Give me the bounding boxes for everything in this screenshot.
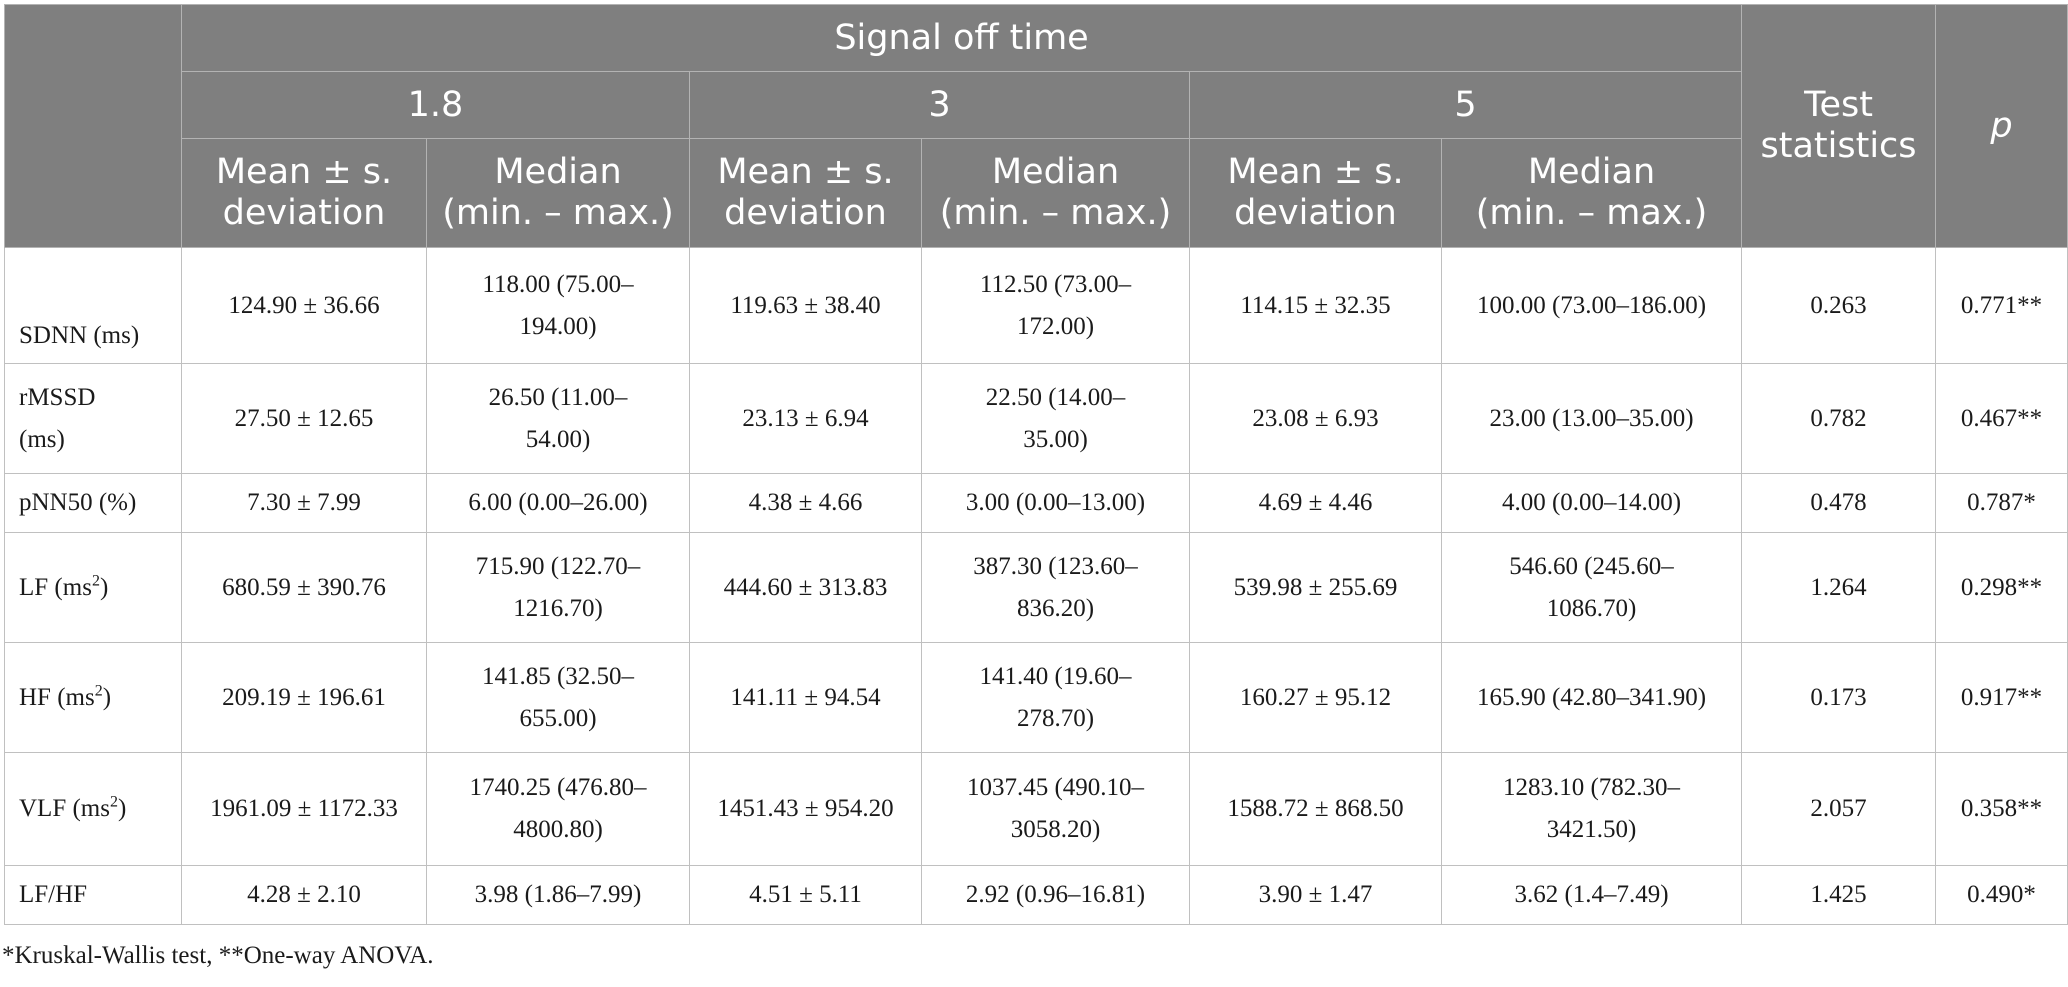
cell-median-range: 387.30 (123.60– 836.20): [921, 532, 1190, 643]
cell-mean-sd: 141.11 ± 94.54: [689, 642, 922, 753]
row-label: SDNN (ms): [4, 247, 182, 364]
table-footnote: *Kruskal-Wallis test, **One-way ANOVA.: [2, 942, 434, 969]
cell-test-statistic: 1.264: [1741, 532, 1937, 643]
header-group-3: 3: [689, 71, 1190, 139]
cell-median-range: 23.00 (13.00–35.00): [1440, 363, 1743, 474]
cell-p-value: 0.467**: [1935, 363, 2068, 474]
cell-median-range: 4.00 (0.00–14.00): [1440, 473, 1743, 533]
cell-median-range: 26.50 (11.00– 54.00): [426, 363, 690, 474]
header-group-5: 5: [1188, 71, 1743, 139]
cell-median-range: 2.92 (0.96–16.81): [921, 865, 1190, 925]
cell-test-statistic: 2.057: [1741, 752, 1937, 866]
row-label: HF (ms2): [4, 642, 182, 753]
cell-mean-sd: 1588.72 ± 868.50: [1189, 752, 1442, 866]
cell-p-value: 0.917**: [1935, 642, 2068, 753]
header-mean-sd: Mean ± s. deviation: [1189, 138, 1442, 248]
cell-mean-sd: 1961.09 ± 1172.33: [181, 752, 427, 866]
cell-median-range: 22.50 (14.00– 35.00): [921, 363, 1190, 474]
table-row: pNN50 (%) 7.30 ± 7.99 6.00 (0.00–26.00) …: [4, 473, 2068, 533]
hrv-results-table: Signal off time Test statistics p 1.8 3 5…: [4, 4, 2068, 925]
cell-test-statistic: 0.478: [1741, 473, 1937, 533]
header-median-range: Median (min. – max.): [426, 138, 690, 248]
row-label: LF (ms2): [4, 532, 182, 643]
header-signal-off-time: Signal off time: [180, 4, 1743, 72]
cell-mean-sd: 23.08 ± 6.93: [1189, 363, 1442, 474]
header-mean-sd: Mean ± s. deviation: [689, 138, 922, 248]
cell-median-range: 1037.45 (490.10– 3058.20): [921, 752, 1190, 866]
row-label: VLF (ms2): [4, 752, 182, 866]
cell-mean-sd: 539.98 ± 255.69: [1189, 532, 1442, 643]
cell-mean-sd: 114.15 ± 32.35: [1189, 247, 1442, 364]
cell-median-range: 118.00 (75.00– 194.00): [426, 247, 690, 364]
cell-test-statistic: 0.173: [1741, 642, 1937, 753]
cell-test-statistic: 0.263: [1741, 247, 1937, 364]
table-row: HF (ms2) 209.19 ± 196.61 141.85 (32.50– 6…: [4, 642, 2068, 753]
cell-mean-sd: 7.30 ± 7.99: [181, 473, 427, 533]
cell-mean-sd: 27.50 ± 12.65: [181, 363, 427, 474]
cell-test-statistic: 0.782: [1741, 363, 1937, 474]
row-label: pNN50 (%): [4, 473, 182, 533]
cell-median-range: 165.90 (42.80–341.90): [1440, 642, 1743, 753]
cell-mean-sd: 4.51 ± 5.11: [689, 865, 922, 925]
cell-median-range: 546.60 (245.60– 1086.70): [1440, 532, 1743, 643]
cell-mean-sd: 4.38 ± 4.66: [689, 473, 922, 533]
cell-median-range: 100.00 (73.00–186.00): [1440, 247, 1743, 364]
header-mean-sd: Mean ± s. deviation: [181, 138, 427, 248]
table-row: LF (ms2) 680.59 ± 390.76 715.90 (122.70–…: [4, 532, 2068, 643]
cell-median-range: 112.50 (73.00– 172.00): [921, 247, 1190, 364]
cell-mean-sd: 124.90 ± 36.66: [181, 247, 427, 364]
header-median-range: Median (min. – max.): [1440, 138, 1743, 248]
cell-median-range: 141.85 (32.50– 655.00): [426, 642, 690, 753]
cell-mean-sd: 209.19 ± 196.61: [181, 642, 427, 753]
header-p-value: p: [1935, 4, 2068, 248]
row-label: rMSSD (ms): [4, 363, 182, 474]
cell-p-value: 0.358**: [1935, 752, 2068, 866]
cell-p-value: 0.298**: [1935, 532, 2068, 643]
cell-mean-sd: 119.63 ± 38.40: [689, 247, 922, 364]
header-test-statistics: Test statistics: [1741, 4, 1937, 248]
table-row: VLF (ms2) 1961.09 ± 1172.33 1740.25 (476…: [4, 752, 2068, 866]
cell-median-range: 3.00 (0.00–13.00): [921, 473, 1190, 533]
cell-p-value: 0.787*: [1935, 473, 2068, 533]
cell-mean-sd: 1451.43 ± 954.20: [689, 752, 922, 866]
cell-mean-sd: 444.60 ± 313.83: [689, 532, 922, 643]
cell-p-value: 0.490*: [1935, 865, 2068, 925]
cell-median-range: 6.00 (0.00–26.00): [426, 473, 690, 533]
cell-mean-sd: 160.27 ± 95.12: [1189, 642, 1442, 753]
header-median-range: Median (min. – max.): [921, 138, 1190, 248]
cell-median-range: 3.98 (1.86–7.99): [426, 865, 690, 925]
header-corner-cell: [4, 4, 182, 248]
table-row: LF/HF 4.28 ± 2.10 3.98 (1.86–7.99) 4.51 …: [4, 865, 2068, 925]
cell-median-range: 715.90 (122.70– 1216.70): [426, 532, 690, 643]
cell-median-range: 1283.10 (782.30– 3421.50): [1440, 752, 1743, 866]
cell-median-range: 3.62 (1.4–7.49): [1440, 865, 1743, 925]
cell-mean-sd: 4.28 ± 2.10: [181, 865, 427, 925]
cell-test-statistic: 1.425: [1741, 865, 1937, 925]
cell-median-range: 141.40 (19.60– 278.70): [921, 642, 1190, 753]
table-row: SDNN (ms) 124.90 ± 36.66 118.00 (75.00– 1…: [4, 247, 2068, 364]
cell-mean-sd: 3.90 ± 1.47: [1189, 865, 1442, 925]
cell-p-value: 0.771**: [1935, 247, 2068, 364]
cell-mean-sd: 4.69 ± 4.46: [1189, 473, 1442, 533]
table-row: rMSSD (ms) 27.50 ± 12.65 26.50 (11.00– 54.…: [4, 363, 2068, 474]
header-group-1-8: 1.8: [181, 71, 690, 139]
row-label: LF/HF: [4, 865, 182, 925]
cell-mean-sd: 23.13 ± 6.94: [689, 363, 922, 474]
cell-median-range: 1740.25 (476.80– 4800.80): [426, 752, 690, 866]
cell-mean-sd: 680.59 ± 390.76: [181, 532, 427, 643]
